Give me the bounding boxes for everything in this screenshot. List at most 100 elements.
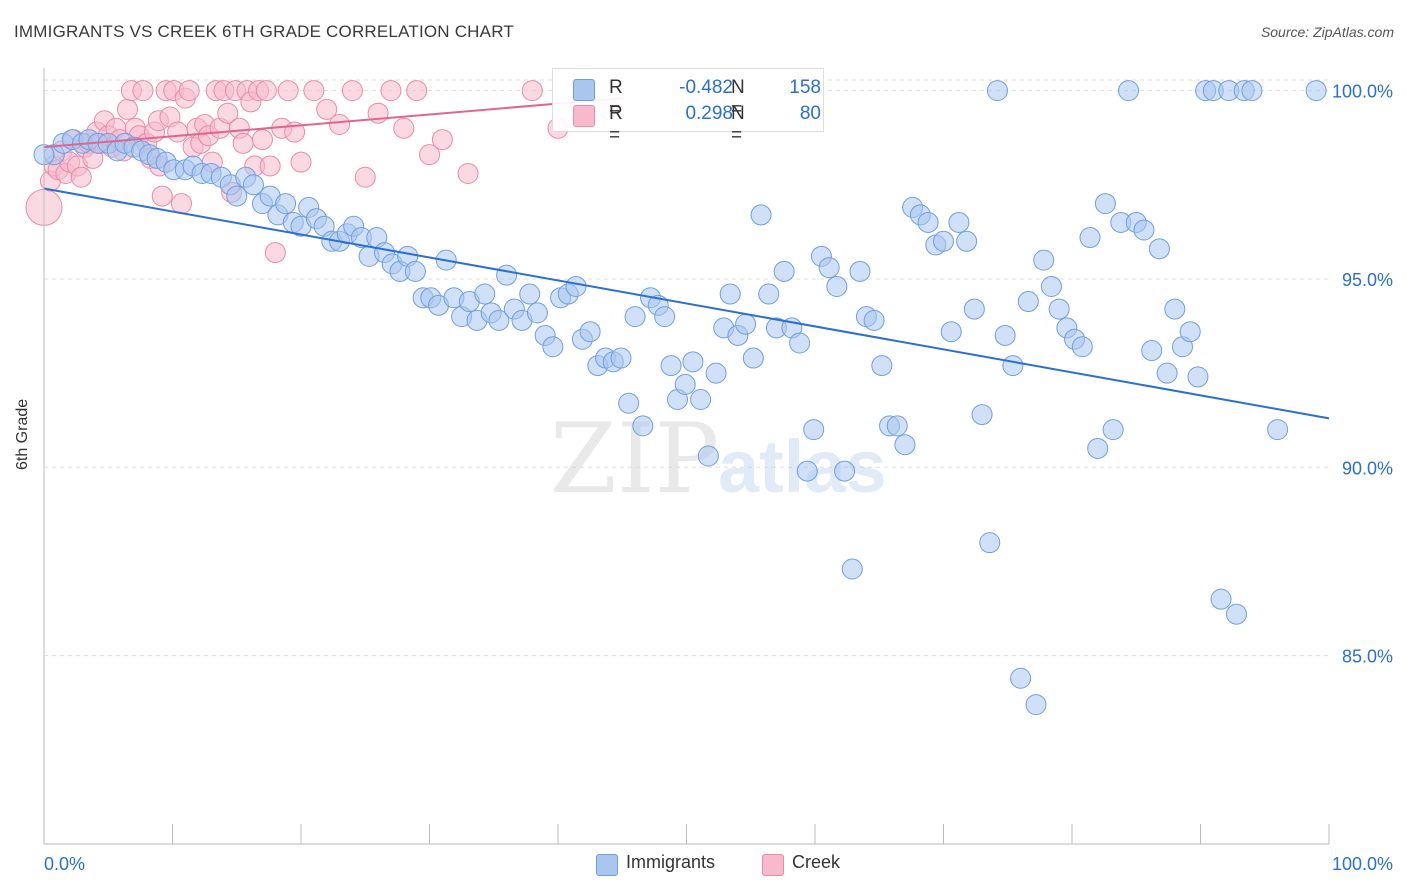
creek-point [419, 144, 440, 166]
immigrants-point [1210, 588, 1232, 610]
bottom-swatch-immigrants [596, 854, 618, 876]
legend-n-label: N = [731, 77, 745, 120]
immigrants-point [894, 434, 916, 456]
creek-point [290, 151, 312, 173]
immigrants-point [632, 415, 654, 437]
immigrants-point [1305, 80, 1327, 102]
immigrants-points [33, 80, 1327, 716]
creek-point [341, 80, 363, 102]
immigrants-point [871, 355, 893, 377]
chart-title: IMMIGRANTS VS CREEK 6TH GRADE CORRELATIO… [14, 22, 514, 41]
immigrants-point [1118, 80, 1140, 102]
immigrants-point [1225, 603, 1247, 625]
immigrants-point [697, 445, 719, 467]
immigrants-point [1156, 362, 1178, 384]
immigrants-point [1071, 336, 1093, 358]
immigrants-trend-line [43, 187, 1330, 420]
immigrants-point [674, 373, 696, 395]
legend-n-value: 158 [789, 77, 821, 98]
immigrants-point [496, 264, 518, 286]
immigrants-point [1033, 249, 1055, 271]
immigrants-point [956, 230, 978, 252]
creek-point [406, 80, 428, 102]
immigrants-point [803, 419, 825, 441]
immigrants-point [963, 298, 985, 320]
immigrants-point [618, 392, 640, 414]
creek-point [259, 155, 281, 177]
creek-point [178, 80, 200, 102]
immigrants-point [488, 309, 510, 331]
immigrants-point [1010, 667, 1032, 689]
trend-lines [43, 97, 1330, 420]
creek-trend-line [43, 97, 623, 149]
y-axis-title: 6th Grade [14, 398, 31, 470]
immigrants-point [404, 260, 426, 282]
immigrants-point [994, 324, 1016, 346]
immigrants-point [1179, 321, 1201, 343]
immigrants-point [565, 275, 587, 297]
immigrants-point [1040, 275, 1062, 297]
immigrants-point [1017, 291, 1039, 313]
creek-point [303, 80, 325, 102]
y-tick-label: 100.0% [1332, 82, 1393, 102]
legend-swatch-immigrants [573, 79, 595, 101]
creek-point [264, 242, 286, 264]
immigrants-point [940, 321, 962, 343]
immigrants-point [1164, 298, 1186, 320]
creek-point [170, 193, 192, 215]
immigrants-point [841, 558, 863, 580]
immigrants-point [660, 355, 682, 377]
immigrants-point [1087, 437, 1109, 459]
immigrants-point [226, 185, 248, 207]
immigrants-point [986, 80, 1008, 102]
immigrants-point [579, 321, 601, 343]
axis-layer: 0.0% 100.0% [43, 68, 1393, 874]
immigrants-point [1267, 419, 1289, 441]
creek-point [316, 98, 338, 120]
creek-point [329, 114, 351, 136]
immigrants-point [818, 257, 840, 279]
legend-n-label: N = [731, 103, 745, 146]
legend-r-label: R = [609, 103, 623, 146]
immigrants-point [242, 174, 264, 196]
x-tick-label: 0.0% [44, 854, 85, 874]
immigrants-point [654, 306, 676, 328]
creek-point [457, 162, 479, 184]
immigrants-point [1187, 366, 1209, 388]
legend-r-label: R = [609, 77, 623, 120]
creek-point [380, 80, 402, 102]
immigrants-point [275, 193, 297, 215]
immigrants-point [1133, 219, 1155, 241]
immigrants-point [1079, 227, 1101, 249]
creek-point [70, 166, 92, 188]
bottom-legend-label: Creek [792, 852, 841, 872]
immigrants-point [1141, 340, 1163, 362]
immigrants-point [1025, 694, 1047, 716]
creek-point [132, 80, 154, 102]
legend-box: R = -0.482 N = 158 R = 0.298 N = 80 [552, 68, 824, 146]
creek-point [255, 80, 277, 102]
immigrants-point [682, 351, 704, 373]
source-label: Source: ZipAtlas.com [1260, 24, 1394, 40]
immigrants-point [1241, 80, 1263, 102]
immigrants-point [690, 388, 712, 410]
creek-point [277, 80, 299, 102]
bottom-legend-label: Immigrants [626, 852, 716, 872]
immigrants-point [789, 332, 811, 354]
immigrants-point [826, 275, 848, 297]
x-tick-label: 100.0% [1332, 854, 1393, 874]
immigrants-point [1094, 193, 1116, 215]
immigrants-point [773, 260, 795, 282]
immigrants-point [834, 460, 856, 482]
legend-n-value: 80 [799, 103, 821, 124]
immigrants-point [796, 460, 818, 482]
creek-point [393, 117, 415, 139]
creek-point [151, 185, 173, 207]
immigrants-point [624, 306, 646, 328]
immigrants-point [705, 362, 727, 384]
y-tick-label: 95.0% [1342, 270, 1393, 290]
immigrants-point [519, 283, 541, 305]
immigrants-point [917, 211, 939, 233]
